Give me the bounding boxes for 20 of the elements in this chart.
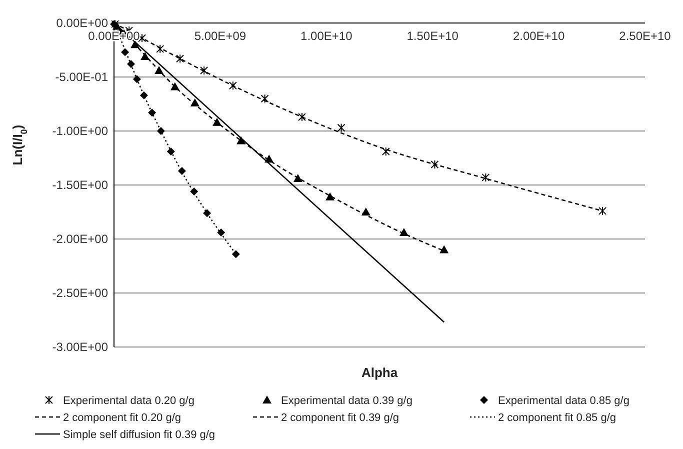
legend-label: Experimental data 0.39 g/g <box>281 394 412 407</box>
legend-label: Simple self diffusion fit 0.39 g/g <box>63 428 216 441</box>
x-tick-label: 2.00E+10 <box>512 29 565 43</box>
legend-label: Experimental data 0.20 g/g <box>63 394 194 407</box>
x-axis-title: Alpha <box>361 365 398 380</box>
x-tick-label: 1.50E+10 <box>406 29 459 43</box>
x-tick-label: 5.00E+09 <box>194 29 246 43</box>
y-tick-label: -1.50E+00 <box>52 178 108 192</box>
y-tick-label: -5.00E-01 <box>55 70 108 84</box>
x-tick-label: 2.50E+10 <box>619 29 672 43</box>
y-tick-label: 0.00E+00 <box>56 16 108 30</box>
y-tick-label: -1.00E+00 <box>52 124 108 138</box>
x-tick-label: 1.00E+10 <box>300 29 353 43</box>
y-tick-label: -2.00E+00 <box>52 232 108 246</box>
y-tick-label: -3.00E+00 <box>52 340 108 354</box>
legend-label: 2 component fit 0.85 g/g <box>498 412 616 424</box>
y-tick-label: -2.50E+00 <box>52 286 108 300</box>
legend-label: 2 component fit 0.39 g/g <box>281 412 400 424</box>
legend-label: Experimental data 0.85 g/g <box>498 394 630 407</box>
legend-label: 2 component fit 0.20 g/g <box>63 412 182 424</box>
